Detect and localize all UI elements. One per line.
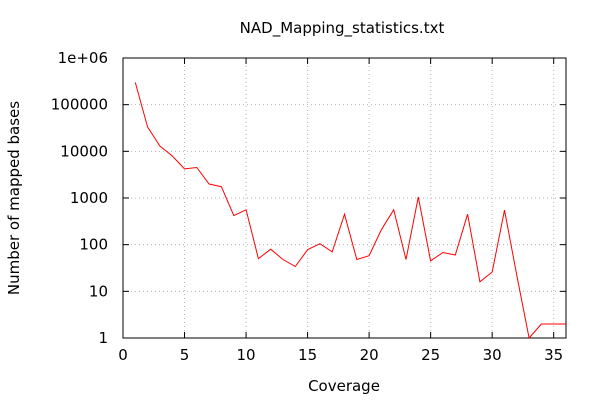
series-layer [134, 82, 566, 340]
x-tick-label: 5 [180, 346, 190, 364]
x-axis-label: Coverage [308, 377, 380, 395]
x-tick-label: 30 [483, 346, 502, 364]
y-tick-label: 1e+06 [58, 49, 108, 67]
axis-ticks [122, 57, 566, 339]
y-axis-label: Number of mapped bases [5, 101, 23, 295]
y-tick-label: 1000 [70, 189, 108, 207]
x-tick-label: 25 [421, 346, 440, 364]
chart-title: NAD_Mapping_statistics.txt [240, 19, 445, 38]
tick-labels: 0 5 10 15 20 25 30 35 1 10 100 1000 10000 100000 1e+06 [51, 49, 564, 364]
grid [123, 58, 566, 338]
y-tick-label: 100 [79, 236, 108, 254]
x-tick-label: 20 [360, 346, 379, 364]
x-tick-label: 15 [298, 346, 317, 364]
y-tick-label: 10000 [60, 142, 108, 160]
x-tick-label: 35 [544, 346, 563, 364]
x-tick-label: 10 [237, 346, 256, 364]
y-tick-label: 1 [98, 329, 108, 347]
series-line [134, 82, 566, 340]
y-tick-label: 100000 [51, 96, 108, 114]
x-tick-label: 0 [118, 346, 128, 364]
y-tick-label: 10 [89, 282, 108, 300]
